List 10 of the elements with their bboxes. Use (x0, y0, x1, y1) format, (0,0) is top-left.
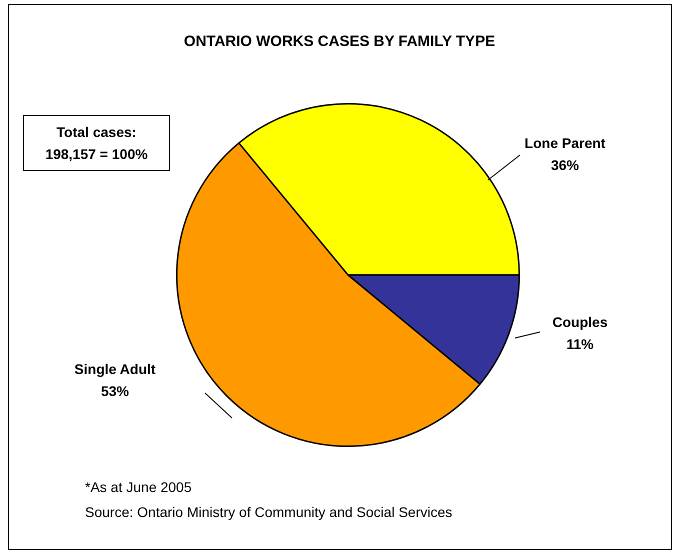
text: Total cases: 198,157 = 100% (23, 115, 170, 171)
data-label: 36% (550, 157, 580, 173)
slice-label: Single Adult (74, 361, 156, 377)
chart-title: ONTARIO WORKS CASES BY FAMILY TYPE (182, 33, 496, 50)
data-label: 53% (100, 383, 130, 399)
data-label: 11% (566, 336, 594, 352)
source-note: Source: Ontario Ministry of Community and Social Services (85, 504, 452, 520)
slice-label: Couples (552, 314, 608, 330)
text: *As at June 2005 (85, 479, 192, 495)
slice-label: Lone Parent (524, 135, 606, 151)
